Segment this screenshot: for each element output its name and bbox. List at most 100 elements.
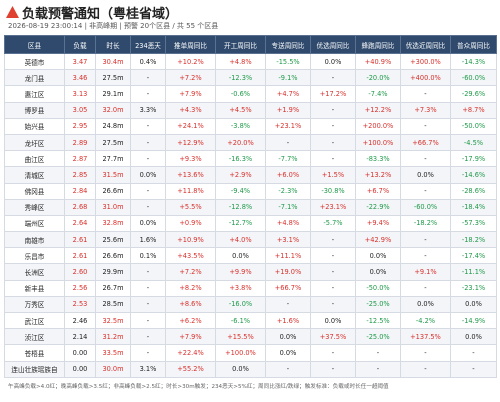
- table-cell: 2.61: [64, 247, 96, 265]
- table-cell: +13.2%: [355, 166, 401, 184]
- column-header: 普众周同比: [450, 35, 497, 54]
- table-cell: 惠江区: [4, 85, 65, 103]
- table-cell: 浈江区: [4, 328, 65, 346]
- table-cell: -: [310, 69, 356, 87]
- table-cell: 2.60: [64, 263, 96, 281]
- table-cell: 2.84: [64, 182, 96, 200]
- table-cell: -: [130, 344, 166, 362]
- table-cell: -: [450, 360, 497, 378]
- table-cell: +37.5%: [310, 328, 356, 346]
- table-cell: 2.85: [64, 166, 96, 184]
- table-cell: +4.5%: [215, 101, 266, 119]
- table-cell: 32.8m: [95, 214, 131, 233]
- table-cell: 0.0%: [130, 214, 166, 233]
- table-cell: 佛冈县: [4, 182, 65, 200]
- table-cell: -16.0%: [215, 295, 266, 314]
- table-cell: 乐昌市: [4, 247, 65, 265]
- table-cell: -7.7%: [265, 150, 311, 168]
- table-cell: 3.3%: [130, 101, 166, 119]
- table-row: 苍梧县 0.00 33.5m - +22.4% +100.0% 0.0% - - - -: [4, 344, 497, 362]
- table-cell: 3.05: [64, 101, 96, 119]
- table-cell: 0.0%: [265, 344, 311, 362]
- table-cell: 27.5m: [95, 69, 131, 87]
- table-cell: +400.0%: [400, 69, 451, 87]
- table-cell: 31.2m: [95, 328, 131, 346]
- table-cell: -: [310, 344, 356, 362]
- table-cell: 2.89: [64, 133, 96, 152]
- table-cell: -: [310, 263, 356, 281]
- table-cell: -: [310, 360, 356, 378]
- table-cell: -18.2%: [400, 214, 451, 233]
- table-cell: +55.2%: [165, 360, 216, 378]
- table-row: 始兴县 2.95 24.8m - +24.1% -3.8% +23.1% - +200.0% - -…: [4, 117, 497, 135]
- table-cell: 0.0%: [310, 311, 356, 330]
- table-cell: -12.7%: [215, 214, 266, 233]
- table-cell: +200.0%: [355, 117, 401, 135]
- table-cell: +10.2%: [165, 52, 216, 71]
- table-cell: 0.0%: [130, 166, 166, 184]
- table-cell: +100.0%: [355, 133, 401, 152]
- column-header: 负载: [64, 35, 96, 54]
- table-cell: -: [310, 279, 356, 297]
- table-cell: -25.0%: [355, 328, 401, 346]
- table-cell: -9.1%: [265, 69, 311, 87]
- table-cell: 3.46: [64, 69, 96, 87]
- table-cell: -: [310, 101, 356, 119]
- column-header: 时长: [95, 35, 131, 54]
- table-cell: -: [450, 344, 497, 362]
- table-cell: 博罗县: [4, 101, 65, 119]
- column-header: 开工周同比: [215, 35, 266, 54]
- table-cell: 25.6m: [95, 231, 131, 249]
- table-cell: +17.2%: [310, 85, 356, 103]
- table-cell: -: [310, 295, 356, 314]
- table-cell: +3.1%: [265, 231, 311, 249]
- table-cell: +15.5%: [215, 328, 266, 346]
- table-cell: 端州区: [4, 214, 65, 233]
- table-cell: 龙圩区: [4, 133, 65, 152]
- table-cell: 0.0%: [400, 166, 451, 184]
- table-cell: 0.0%: [450, 328, 497, 346]
- table-cell: 29.9m: [95, 263, 131, 281]
- table-cell: -: [355, 360, 401, 378]
- table-cell: -25.0%: [355, 295, 401, 314]
- table-cell: -: [400, 344, 451, 362]
- table-cell: -14.9%: [450, 311, 497, 330]
- table-cell: 2.64: [64, 214, 96, 233]
- table-row: 惠江区 3.13 29.1m - +7.9% -0.6% +4.7% +17.2% -7.4% -…: [4, 85, 497, 103]
- table-row: 龙门县 3.46 27.5m - +7.2% -12.3% -9.1% - -20.0% +400…: [4, 69, 497, 87]
- table-cell: -: [400, 85, 451, 103]
- table-cell: +9.1%: [400, 263, 451, 281]
- table-cell: -20.0%: [355, 69, 401, 87]
- table-cell: -12.8%: [215, 198, 266, 216]
- table-cell: -: [130, 117, 166, 135]
- column-header: 234恶天: [130, 35, 166, 54]
- table-cell: 曲江区: [4, 150, 65, 168]
- footer-note: 午高峰负载>4.0红；晚高峰负载>3.5红；非高峰负载>2.5红；时长>30m触…: [8, 384, 389, 390]
- table-cell: 英德市: [4, 52, 65, 71]
- table-cell: -: [355, 344, 401, 362]
- table-row: 新丰县 2.56 26.7m - +8.2% +3.8% +66.7% - -50.0% - -23…: [4, 279, 497, 297]
- table-cell: +10.9%: [165, 231, 216, 249]
- table-row: 武江区 2.46 32.5m - +6.2% -6.1% +1.6% 0.0% -12.5% -4…: [4, 311, 497, 330]
- warning-icon: [6, 6, 19, 18]
- table-cell: -5.7%: [310, 214, 356, 233]
- table-cell: 连山壮族瑶族自: [4, 360, 65, 378]
- table-cell: 24.8m: [95, 117, 131, 135]
- table-cell: -: [400, 182, 451, 200]
- table-cell: -17.4%: [450, 247, 497, 265]
- table-cell: -: [130, 263, 166, 281]
- table-cell: 32.0m: [95, 101, 131, 119]
- table-cell: 28.5m: [95, 295, 131, 314]
- table-cell: +3.8%: [215, 279, 266, 297]
- table-cell: -: [265, 133, 311, 152]
- table-cell: +6.7%: [355, 182, 401, 200]
- table-cell: +23.1%: [310, 198, 356, 216]
- table-cell: +1.9%: [265, 101, 311, 119]
- table-cell: 26.6m: [95, 247, 131, 265]
- table-cell: 3.1%: [130, 360, 166, 378]
- table-cell: 2.53: [64, 295, 96, 314]
- table-row: 连山壮族瑶族自 0.00 30.0m 3.1% +55.2% 0.0% - - - - -: [4, 360, 497, 378]
- table-cell: +7.2%: [165, 69, 216, 87]
- table-cell: 0.0%: [355, 247, 401, 265]
- table-cell: -12.5%: [355, 311, 401, 330]
